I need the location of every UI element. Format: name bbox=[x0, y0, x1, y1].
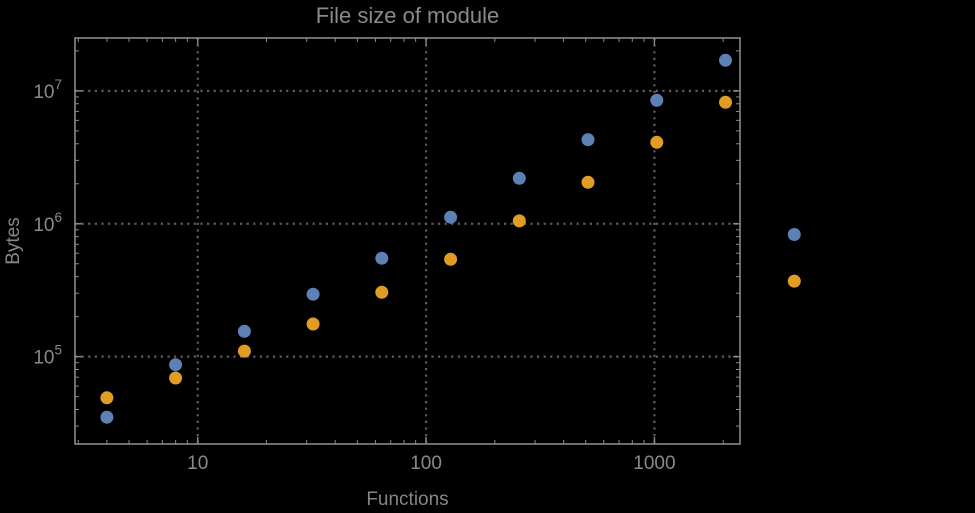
data-point-orange bbox=[650, 135, 664, 149]
plot-frame bbox=[74, 37, 741, 445]
plot-title: File size of module bbox=[315, 3, 500, 28]
data-point-orange bbox=[787, 274, 801, 288]
data-point-blue bbox=[444, 210, 458, 224]
x-axis-label: Functions bbox=[366, 489, 449, 510]
data-point-orange bbox=[100, 391, 114, 405]
data-point-orange bbox=[719, 95, 732, 109]
data-point-orange bbox=[512, 214, 526, 228]
data-point-orange bbox=[444, 252, 458, 266]
y-tick-label: 107 bbox=[33, 77, 62, 103]
data-point-blue bbox=[787, 228, 801, 241]
data-point-orange bbox=[306, 317, 320, 331]
data-point-blue bbox=[650, 93, 664, 107]
data-point-blue bbox=[719, 53, 732, 67]
data-point-blue bbox=[100, 410, 114, 424]
data-point-orange bbox=[169, 371, 183, 385]
data-point-blue bbox=[169, 358, 183, 372]
x-tick-label: 1000 bbox=[633, 453, 675, 474]
data-point-orange bbox=[375, 285, 389, 299]
data-point-blue bbox=[306, 287, 320, 301]
data-point-blue bbox=[237, 324, 251, 338]
data-point-blue bbox=[375, 251, 389, 265]
x-tick-label: 10 bbox=[187, 453, 208, 474]
data-point-blue bbox=[512, 171, 526, 185]
x-tick-label: 100 bbox=[410, 453, 442, 474]
data-point-blue bbox=[581, 133, 595, 147]
y-tick-label: 105 bbox=[33, 343, 62, 369]
data-point-orange bbox=[581, 175, 595, 189]
data-point-orange bbox=[237, 344, 251, 358]
y-tick-label: 106 bbox=[33, 210, 62, 236]
